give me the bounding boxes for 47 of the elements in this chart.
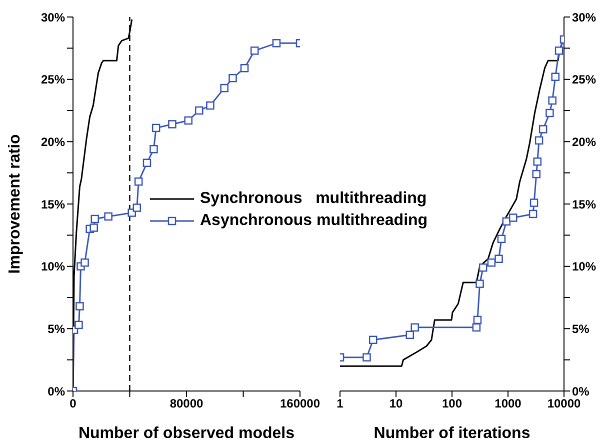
point <box>272 39 281 48</box>
x-axis-title: Number of iterations <box>374 425 530 442</box>
point <box>74 320 83 330</box>
point <box>168 120 176 128</box>
point <box>134 177 143 186</box>
x-tick-label: 80000 <box>170 396 204 411</box>
y-tick-label: 25% <box>40 72 66 87</box>
point <box>80 258 89 267</box>
x-axis-title: Number of observed models <box>78 425 295 442</box>
point <box>228 74 237 82</box>
legend-label: Synchronous multithreading <box>200 189 427 209</box>
x-tick-label: 1 <box>336 396 344 411</box>
point <box>194 106 204 115</box>
point <box>150 144 158 154</box>
y-tick-label: 0% <box>572 384 590 398</box>
x-tick-label: 10 <box>389 396 403 411</box>
x-tick-label: 100 <box>442 396 462 411</box>
point <box>250 46 259 55</box>
x-tick-label: 1000 <box>494 396 522 411</box>
point <box>206 101 214 110</box>
y-axis-title: Improvement ratio <box>6 134 24 274</box>
x-tick-label: 160000 <box>280 396 320 411</box>
point <box>184 116 192 125</box>
y-tick-label: 20% <box>40 134 66 149</box>
y-tick-label: 20% <box>572 134 596 149</box>
point <box>240 64 249 72</box>
y-tick-label: 15% <box>40 197 66 212</box>
point <box>76 302 84 310</box>
point <box>132 204 142 212</box>
y-tick-label: 30% <box>572 10 596 24</box>
point <box>104 212 112 221</box>
y-tick-label: 5% <box>572 322 590 336</box>
y-tick-label: 30% <box>40 10 66 24</box>
y-tick-label: 0% <box>48 384 66 398</box>
legend-label: Asynchronous multithreading <box>200 211 428 231</box>
point <box>142 158 152 168</box>
y-tick-label: 5% <box>48 322 66 336</box>
y-tick-label: 10% <box>40 260 66 274</box>
point <box>90 214 100 224</box>
point <box>220 84 228 92</box>
y-tick-label: 10% <box>572 260 596 274</box>
y-tick-label: 25% <box>572 72 596 87</box>
x-tick-label: 10000 <box>547 396 582 411</box>
y-tick-label: 15% <box>572 197 596 212</box>
point <box>152 124 160 132</box>
point <box>90 224 98 232</box>
x-tick-label: 0 <box>70 396 77 411</box>
